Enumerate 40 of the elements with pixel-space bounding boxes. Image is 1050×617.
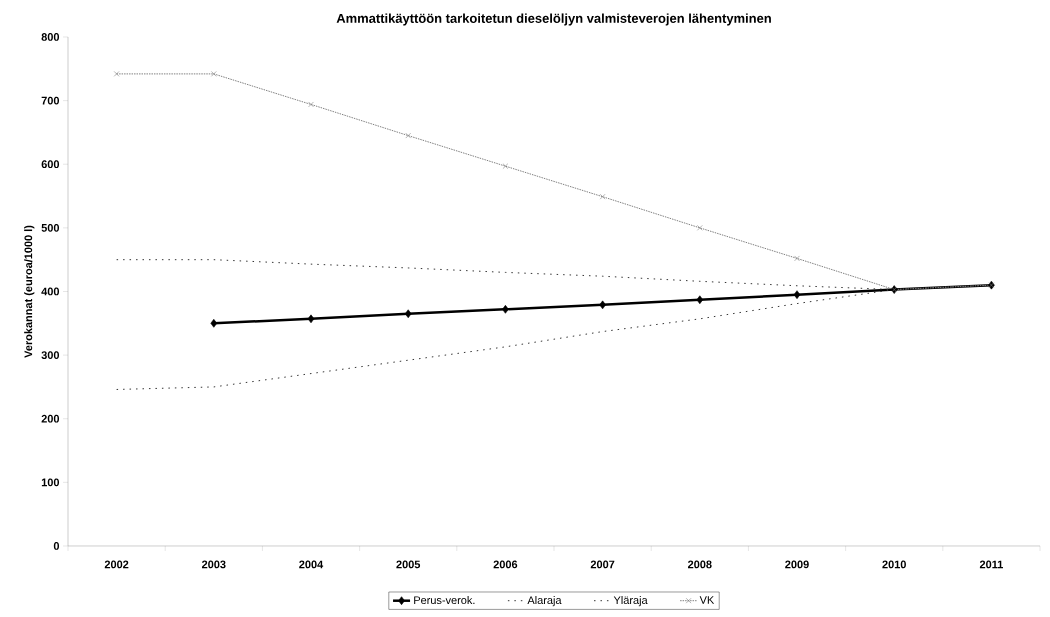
point <box>793 290 801 299</box>
point <box>794 255 800 262</box>
x-tick-label: 2008 <box>688 560 712 569</box>
point <box>307 314 315 324</box>
point <box>210 319 218 328</box>
point <box>502 163 509 169</box>
point <box>404 309 412 319</box>
chart-title: Ammattikäyttöön tarkoitetun dieselöljyn valmisteverojen lähentyminen <box>336 13 771 26</box>
y-tick-label: 400 <box>41 287 60 296</box>
x-tick-label: 2003 <box>201 560 226 569</box>
y-tick-label: 500 <box>41 224 60 232</box>
point <box>211 71 217 77</box>
y-tick-label: 800 <box>41 33 60 41</box>
y-tick-label: 100 <box>41 478 60 487</box>
y-tick-label: 700 <box>41 96 60 105</box>
point <box>696 295 704 305</box>
x-tick-label: 2010 <box>882 560 906 569</box>
x-tick-label: 2011 <box>979 560 1003 569</box>
y-tick-label: 200 <box>41 414 60 423</box>
legend-label: Perus-verok. <box>414 595 475 605</box>
point <box>599 300 606 310</box>
x-tick-label: 2004 <box>299 560 324 569</box>
y-axis-title: Verokannat (euroa/1000 l) <box>24 225 35 358</box>
point <box>405 132 411 139</box>
x-tick-label: 2002 <box>104 560 129 569</box>
x-tick-label: 2007 <box>590 560 615 569</box>
point <box>502 305 509 314</box>
y-tick-label: 600 <box>41 160 60 169</box>
x-tick-label: 2009 <box>785 560 809 569</box>
legend-label: VK <box>699 596 715 604</box>
y-tick-label: 0 <box>53 542 60 550</box>
x-tick-label: 2006 <box>493 560 518 569</box>
point <box>599 193 606 200</box>
point <box>113 71 120 77</box>
legend-label: Alaraja <box>527 595 562 607</box>
point <box>697 225 703 231</box>
x-tick-label: 2005 <box>396 560 421 569</box>
point <box>308 101 314 108</box>
y-tick-label: 300 <box>41 351 60 359</box>
legend-label: Yläraja <box>613 595 648 607</box>
